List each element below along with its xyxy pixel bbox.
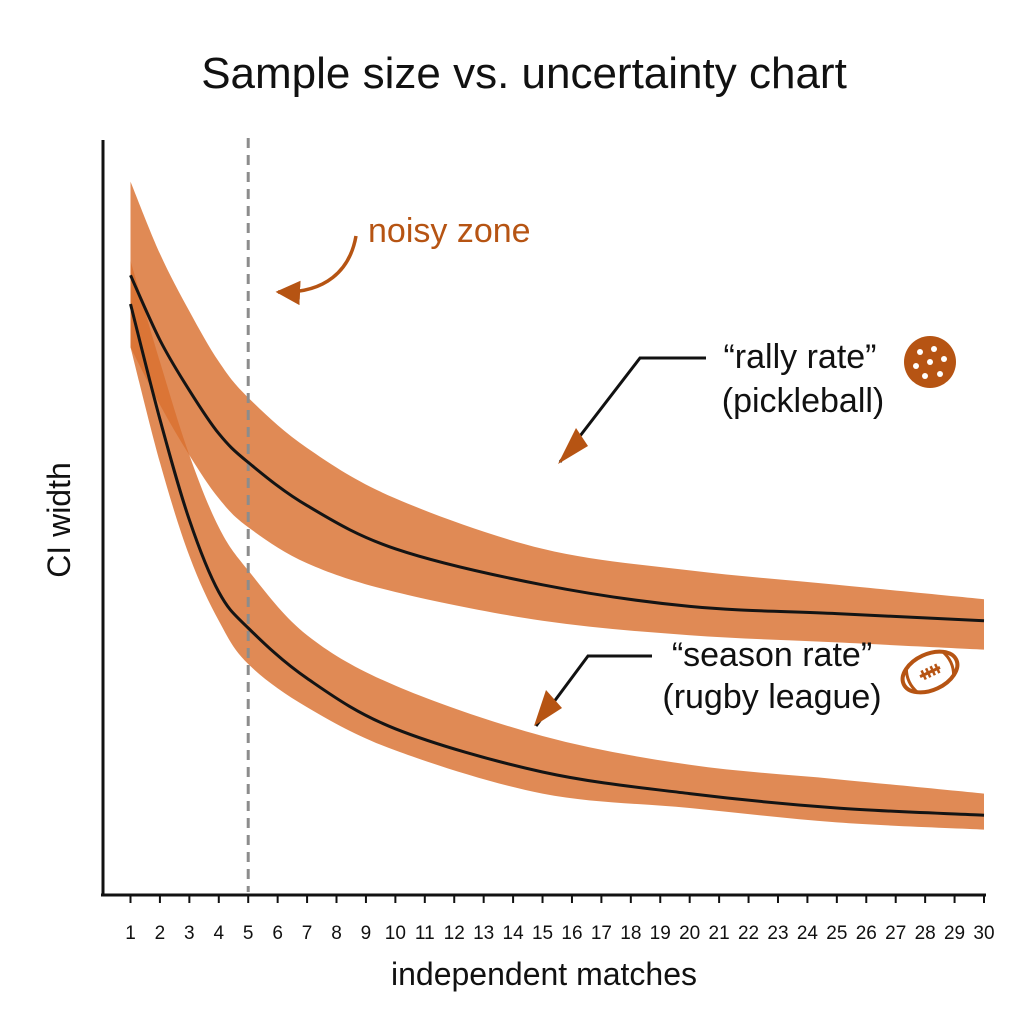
x-tick-label: 16 (561, 923, 582, 944)
noisy-zone-label: noisy zone (368, 212, 531, 250)
x-tick-label: 5 (243, 923, 254, 944)
x-tick-label: 1 (125, 923, 136, 944)
x-tick-label: 24 (797, 923, 819, 944)
season-rate-sublabel: (rugby league) (662, 678, 881, 716)
x-tick-label: 26 (856, 923, 877, 944)
noisy-zone-arrow (275, 235, 358, 306)
x-tick-label: 6 (272, 923, 283, 944)
rally-rate-arrowhead (558, 428, 588, 464)
rally-mean-line (129, 274, 985, 623)
chart-title: Sample size vs. uncertainty chart (201, 49, 847, 98)
x-tick-label: 7 (302, 923, 313, 944)
rally-confidence-band (130, 181, 984, 650)
x-tick-label: 13 (473, 923, 494, 944)
series-lines (129, 274, 985, 817)
x-tick-label: 27 (885, 923, 906, 944)
x-tick-label: 9 (361, 923, 372, 944)
rally-rate-leader-line (558, 356, 706, 463)
season-rate-leader-line (534, 654, 652, 727)
x-ticks: 1 2 3 4 5 6 7 8 9 10 11 12 13 14 15 16 17 18 19 20 21 22 23 24 2… (125, 895, 995, 944)
x-tick-label: 23 (767, 923, 788, 944)
x-axis-label: independent matches (391, 956, 697, 992)
x-tick-label: 25 (826, 923, 847, 944)
y-axis-label: CI width (41, 462, 77, 578)
x-tick-label: 10 (385, 923, 406, 944)
x-tick-label: 28 (915, 923, 936, 944)
x-tick-label: 19 (650, 923, 671, 944)
season-rate-label: “season rate” (672, 636, 872, 674)
x-tick-label: 22 (738, 923, 759, 944)
x-tick-label: 21 (709, 923, 730, 944)
x-tick-label: 14 (503, 923, 525, 944)
season-confidence-band (130, 260, 984, 830)
x-tick-label: 3 (184, 923, 195, 944)
pickleball-icon (904, 336, 956, 388)
x-tick-label: 11 (415, 923, 435, 944)
season-rate-arrowhead (534, 690, 562, 726)
x-tick-label: 4 (213, 923, 224, 944)
x-tick-label: 17 (591, 923, 612, 944)
rally-rate-sublabel: (pickleball) (722, 382, 885, 420)
x-tick-label: 20 (679, 923, 700, 944)
season-mean-line (129, 303, 985, 817)
x-tick-label: 29 (944, 923, 965, 944)
x-tick-label: 2 (155, 923, 166, 944)
x-tick-label: 12 (444, 923, 465, 944)
rally-rate-label: “rally rate” (723, 338, 876, 376)
x-tick-label: 30 (973, 923, 994, 944)
x-tick-label: 15 (532, 923, 553, 944)
x-tick-label: 18 (620, 923, 641, 944)
x-tick-label: 8 (331, 923, 342, 944)
confidence-bands (130, 181, 984, 830)
rugby-ball-icon (900, 649, 960, 695)
